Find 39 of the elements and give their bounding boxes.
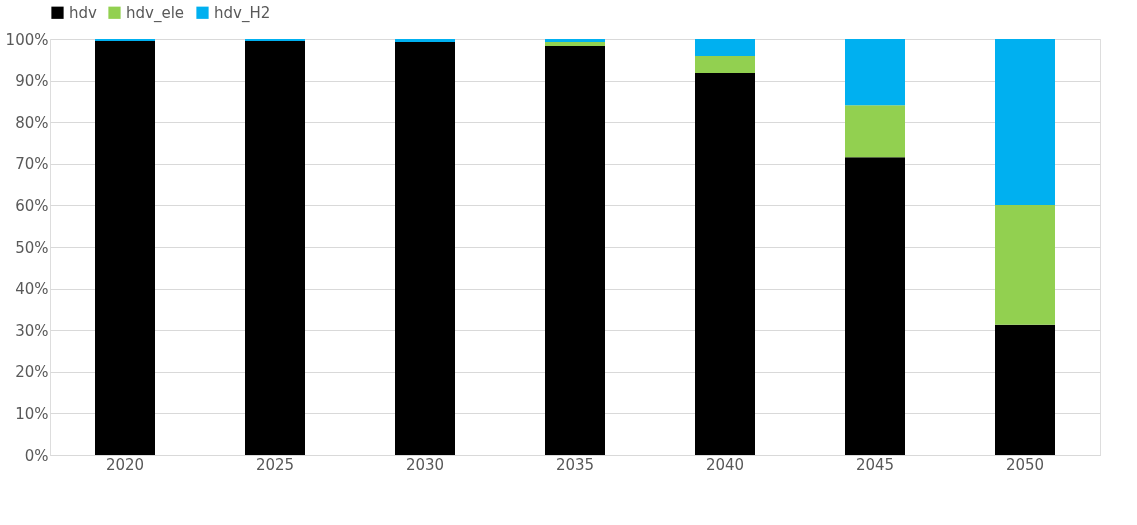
bar bbox=[845, 157, 905, 455]
bar bbox=[845, 105, 905, 158]
y-tick-label: 70% bbox=[15, 155, 49, 174]
legend-label: hdv_ele bbox=[126, 3, 185, 23]
y-tick-label: 10% bbox=[15, 404, 49, 423]
y-tick-label: 0% bbox=[24, 446, 49, 465]
x-tick-label: 2030 bbox=[405, 455, 445, 474]
x-tick-label: 2035 bbox=[555, 455, 595, 474]
bar bbox=[695, 56, 755, 74]
y-tick-label: 60% bbox=[15, 196, 49, 215]
y-tick-label: 30% bbox=[15, 321, 49, 340]
x-tick-label: 2050 bbox=[1005, 455, 1045, 474]
bar bbox=[545, 46, 605, 455]
x-tick-label: 2020 bbox=[105, 455, 145, 474]
bar bbox=[995, 204, 1055, 325]
x-tick-label: 2045 bbox=[855, 455, 895, 474]
bar bbox=[245, 39, 305, 42]
x-tick-label: 2025 bbox=[255, 455, 295, 474]
bar bbox=[845, 39, 905, 106]
bar bbox=[395, 39, 455, 42]
bar bbox=[995, 39, 1055, 205]
bar bbox=[395, 41, 455, 455]
x-tick-label: 2040 bbox=[705, 455, 745, 474]
bar bbox=[695, 73, 755, 455]
y-tick-label: 50% bbox=[15, 238, 49, 257]
y-tick-label: 20% bbox=[15, 363, 49, 382]
bar bbox=[695, 39, 755, 57]
y-tick-label: 100% bbox=[5, 30, 49, 49]
bar bbox=[995, 324, 1055, 455]
bar bbox=[245, 41, 305, 455]
legend-label: hdv bbox=[69, 3, 98, 22]
bar bbox=[545, 41, 605, 47]
legend-label: hdv_H2 bbox=[214, 3, 271, 23]
y-tick-label: 40% bbox=[15, 280, 49, 299]
y-tick-label: 80% bbox=[15, 113, 49, 132]
bar bbox=[95, 39, 155, 42]
bar bbox=[545, 39, 605, 42]
y-tick-label: 90% bbox=[15, 72, 49, 91]
bar bbox=[95, 41, 155, 455]
